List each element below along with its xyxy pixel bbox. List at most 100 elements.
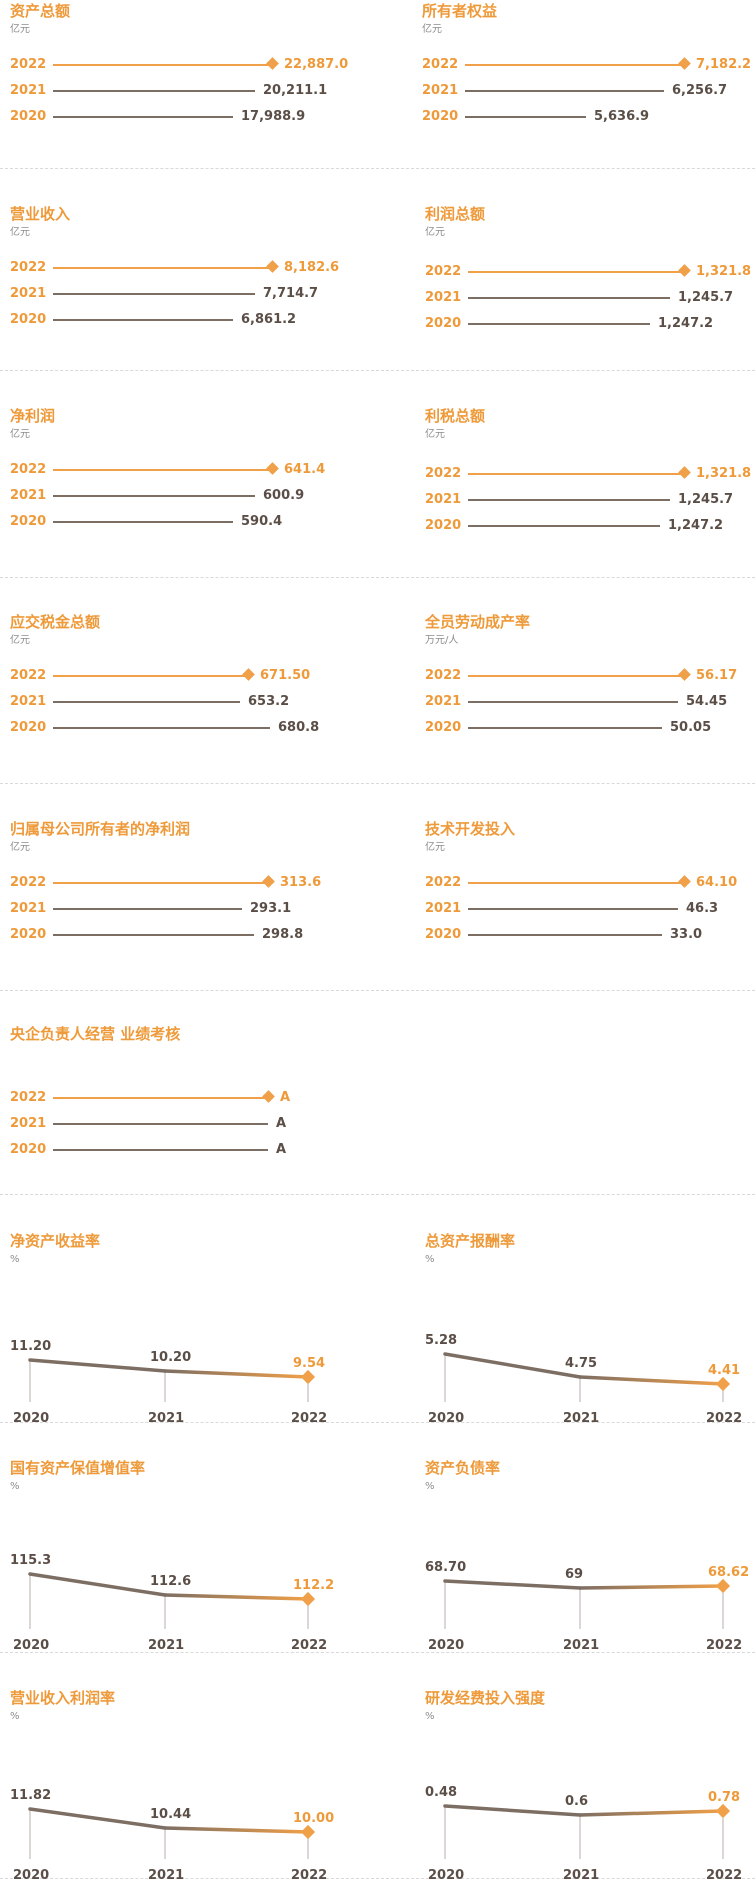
x-tick-label: 2022 [291,1868,327,1883]
series-line-segment [578,1375,725,1386]
value-bar [53,319,233,321]
point-value-label: 69 [565,1567,583,1582]
year-row-2020: 2020 1,247.2 [425,516,755,536]
year-row-2022: 2022 1,321.8 [425,464,755,484]
value-bar [465,64,684,66]
point-value-label: 4.41 [708,1363,740,1378]
year-label: 2021 [10,1116,47,1131]
x-tick-label: 2021 [148,1868,184,1883]
value-bar [53,1123,268,1125]
value-bar [468,473,684,475]
value-label: A [280,1090,291,1105]
year-row-2020: 2020 298.8 [10,925,350,945]
value-label: 1,247.2 [668,518,724,533]
value-bar [53,1149,268,1151]
highlight-diamond-icon [678,466,691,479]
value-bar [468,525,660,527]
x-tick-label: 2021 [563,1638,599,1653]
highlight-diamond-icon [678,875,691,888]
x-tick-label: 2022 [291,1411,327,1426]
year-label: 2020 [10,1142,47,1157]
value-label: 17,988.9 [241,109,306,124]
value-label: 5,636.9 [594,109,650,124]
card-unit: % [10,1254,20,1265]
value-bar [53,267,272,269]
series-line-segment [578,1584,725,1590]
year-row-2022: 2022 64.10 [425,873,755,893]
x-tick-label: 2020 [13,1411,49,1426]
year-label: 2021 [422,83,459,98]
series-line-segment [443,1352,582,1379]
value-bar [53,521,233,523]
year-row-2020: 2020 17,988.9 [10,107,350,127]
card-title: 利润总额 [425,205,486,223]
year-label: 2021 [10,488,47,503]
year-label: 2022 [10,668,47,683]
point-value-label: 115.3 [10,1553,51,1568]
card-unit: % [425,1254,435,1265]
year-label: 2022 [425,875,462,890]
value-bar [465,116,586,118]
card-title: 资产负债率 [425,1459,501,1477]
point-value-label: 10.44 [150,1807,191,1822]
year-label: 2020 [10,312,47,327]
ratio-line-chart: 68.70 2020 69 2021 68.62 2022 [425,1560,749,1653]
value-label: 1,245.7 [678,290,734,305]
series-line-segment [28,1572,167,1597]
card-title: 全员劳动成产率 [425,613,531,631]
ratio-card: 营业收入利润率% 11.82 2020 10.44 2021 10.00 2022 [10,1689,340,1889]
highlight-diamond-icon [715,1803,731,1819]
highlight-diamond-icon [678,668,691,681]
point-value-label: 0.78 [708,1790,740,1805]
card-title: 总资产报酬率 [425,1232,516,1250]
point-value-label: 112.2 [293,1578,334,1593]
year-row-2020: 2020 50.05 [425,718,755,738]
highlight-diamond-icon [262,1090,275,1103]
point-value-label: 10.00 [293,1811,334,1826]
value-label: 7,714.7 [263,286,319,301]
year-row-2022: 2022 7,182.2 [422,55,755,75]
year-row-2022: 2022 8,182.6 [10,258,350,278]
card-unit: % [10,1711,20,1722]
card-unit: 亿元 [425,429,445,440]
section-divider [0,783,755,784]
card-unit: 亿元 [10,429,30,440]
x-tick-label: 2020 [428,1411,464,1426]
value-label: 6,256.7 [672,83,728,98]
ratio-line-chart: 115.3 2020 112.6 2021 112.2 2022 [10,1553,334,1653]
highlight-diamond-icon [262,875,275,888]
value-bar [53,701,240,703]
section-divider [0,990,755,991]
value-bar [53,90,255,92]
value-bar [468,727,662,729]
value-label: 293.1 [250,901,292,916]
point-value-label: 11.82 [10,1788,51,1803]
card-unit: 亿元 [10,635,30,646]
point-value-label: 11.20 [10,1339,51,1354]
section-divider [0,1194,755,1195]
value-label: 56.17 [696,668,738,683]
ratio-line-chart: 0.48 2020 0.6 2021 0.78 2022 [425,1785,742,1883]
year-row-2022: 2022 1,321.8 [425,262,755,282]
year-row-2022: 2022 313.6 [10,873,350,893]
value-label: 1,245.7 [678,492,734,507]
year-label: 2022 [425,264,462,279]
value-bar [468,908,678,910]
highlight-diamond-icon [266,57,279,70]
x-tick-label: 2020 [428,1868,464,1883]
card-unit: 亿元 [10,24,30,35]
card-unit: 万元/人 [425,635,459,646]
ratio-card: 研发经费投入强度% 0.48 2020 0.6 2021 0.78 2022 [425,1689,755,1889]
year-label: 2022 [10,875,47,890]
card-title: 所有者权益 [422,2,498,20]
year-label: 2022 [425,466,462,481]
year-row-2020: 2020 33.0 [425,925,755,945]
value-bar [53,882,268,884]
highlight-diamond-icon [300,1824,316,1840]
value-label: 600.9 [263,488,305,503]
value-bar [53,934,254,936]
year-row-2022: 2022 22,887.0 [10,55,350,75]
year-label: 2020 [10,927,47,942]
value-label: 54.45 [686,694,728,709]
value-label: 46.3 [686,901,719,916]
